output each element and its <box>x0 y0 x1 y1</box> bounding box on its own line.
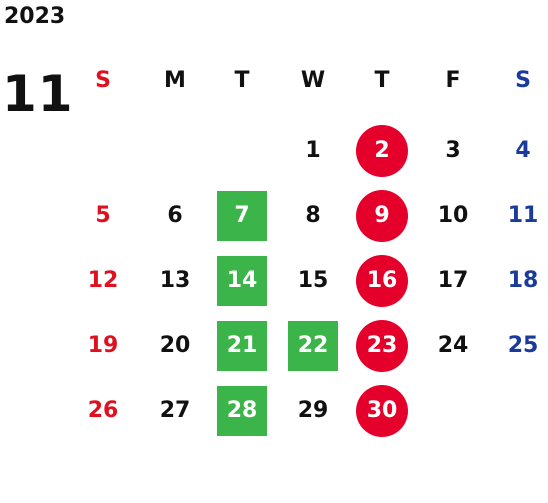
day-number: 3 <box>445 138 461 163</box>
day-number: 30 <box>366 398 398 423</box>
day-30[interactable]: 30 <box>352 385 412 437</box>
day-number: 1 <box>305 138 321 163</box>
day-number: 29 <box>297 398 329 423</box>
day-26[interactable]: 26 <box>73 385 133 437</box>
day-number: 24 <box>437 333 469 358</box>
day-8[interactable]: 8 <box>283 190 343 242</box>
highlight-square <box>217 321 267 371</box>
day-29[interactable]: 29 <box>283 385 343 437</box>
day-number: 10 <box>437 203 469 228</box>
day-28[interactable]: 28 <box>212 385 272 437</box>
weekday-sun: S <box>95 68 111 93</box>
day-number: 14 <box>226 268 258 293</box>
day-18[interactable]: 18 <box>493 255 548 307</box>
day-number: 12 <box>87 268 119 293</box>
highlight-square <box>217 256 267 306</box>
day-27[interactable]: 27 <box>145 385 205 437</box>
weekday-thu: T <box>374 68 390 93</box>
month-number: 11 <box>2 65 74 123</box>
highlight-circle <box>356 255 408 307</box>
day-number: 13 <box>159 268 191 293</box>
day-number: 28 <box>226 398 258 423</box>
weekday-fri: F <box>445 68 461 93</box>
day-15[interactable]: 15 <box>283 255 343 307</box>
day-24[interactable]: 24 <box>423 320 483 372</box>
highlight-square <box>217 191 267 241</box>
day-6[interactable]: 6 <box>145 190 205 242</box>
highlight-square <box>288 321 338 371</box>
day-number: 20 <box>159 333 191 358</box>
day-1[interactable]: 1 <box>283 125 343 177</box>
day-number: 26 <box>87 398 119 423</box>
day-number: 17 <box>437 268 469 293</box>
day-16[interactable]: 16 <box>352 255 412 307</box>
day-19[interactable]: 19 <box>73 320 133 372</box>
highlight-circle <box>356 190 408 242</box>
day-22[interactable]: 22 <box>283 320 343 372</box>
day-11[interactable]: 11 <box>493 190 548 242</box>
day-9[interactable]: 9 <box>352 190 412 242</box>
day-3[interactable]: 3 <box>423 125 483 177</box>
day-number: 6 <box>167 203 183 228</box>
day-number: 9 <box>374 203 390 228</box>
weekday-mon: M <box>164 68 186 93</box>
day-number: 27 <box>159 398 191 423</box>
highlight-circle <box>356 125 408 177</box>
weekday-sat: S <box>515 68 531 93</box>
highlight-circle <box>356 320 408 372</box>
day-number: 21 <box>226 333 258 358</box>
day-number: 22 <box>297 333 329 358</box>
weekday-tue: T <box>234 68 250 93</box>
day-23[interactable]: 23 <box>352 320 412 372</box>
day-number: 8 <box>305 203 321 228</box>
day-4[interactable]: 4 <box>493 125 548 177</box>
day-21[interactable]: 21 <box>212 320 272 372</box>
day-12[interactable]: 12 <box>73 255 133 307</box>
day-number: 2 <box>374 138 390 163</box>
day-number: 5 <box>95 203 111 228</box>
day-number: 23 <box>366 333 398 358</box>
highlight-square <box>217 386 267 436</box>
day-7[interactable]: 7 <box>212 190 272 242</box>
day-number: 16 <box>366 268 398 293</box>
highlight-circle <box>356 385 408 437</box>
day-number: 11 <box>507 203 539 228</box>
day-number: 15 <box>297 268 329 293</box>
weekday-wed: W <box>300 68 326 93</box>
day-number: 19 <box>87 333 119 358</box>
day-20[interactable]: 20 <box>145 320 205 372</box>
day-number: 18 <box>507 268 539 293</box>
day-13[interactable]: 13 <box>145 255 205 307</box>
day-10[interactable]: 10 <box>423 190 483 242</box>
day-14[interactable]: 14 <box>212 255 272 307</box>
year-label: 2023 <box>4 4 66 29</box>
day-number: 7 <box>234 203 250 228</box>
day-17[interactable]: 17 <box>423 255 483 307</box>
day-2[interactable]: 2 <box>352 125 412 177</box>
day-number: 4 <box>515 138 531 163</box>
day-25[interactable]: 25 <box>493 320 548 372</box>
day-5[interactable]: 5 <box>73 190 133 242</box>
day-number: 25 <box>507 333 539 358</box>
